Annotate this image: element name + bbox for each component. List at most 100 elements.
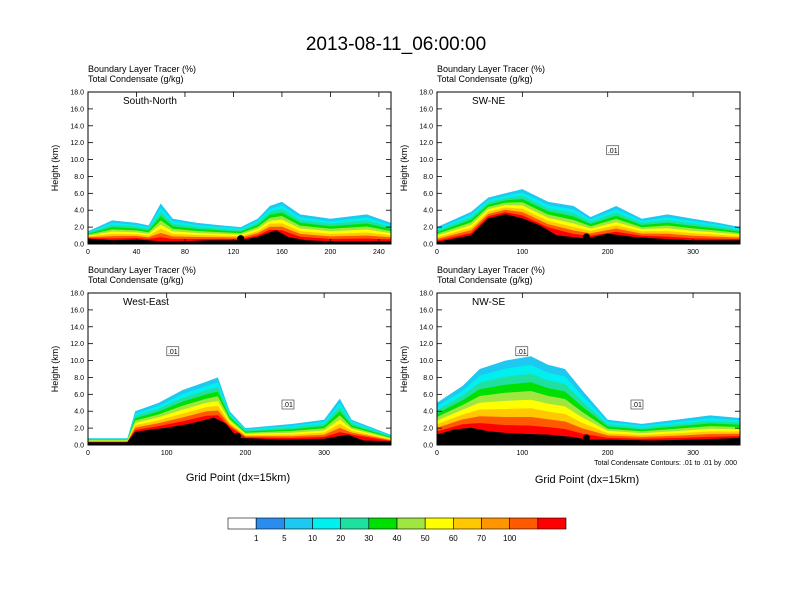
y-tick-label: 0.0 [423,443,433,450]
colorbar-swatch [227,517,257,530]
colorbar-label: 10 [308,534,317,543]
y-tick-label: 16.0 [419,307,433,314]
y-tick-label: 0.0 [423,242,433,249]
panel-1: Boundary Layer Tracer (%)Total Condensat… [50,64,392,256]
contour-label-box [515,346,529,357]
y-tick-label: 2.0 [74,426,84,433]
y-tick-label: 4.0 [74,409,84,416]
contour-label: .01 [283,402,293,409]
panel-header-condensate: Total Condensate (g/kg) [437,275,533,285]
y-tick-label: 6.0 [74,191,84,198]
panel-3: Boundary Layer Tracer (%)Total Condensat… [50,265,392,457]
y-tick-label: 4.0 [423,409,433,416]
x-tick-label: 0 [86,450,90,457]
x-tick-label: 300 [687,450,699,457]
colorbar: 1 5 10 20 30 40 50 60 70 100 [227,517,567,543]
contour-label: .01 [608,148,618,155]
panel-header-condensate: Total Condensate (g/kg) [437,74,533,84]
terrain [87,417,392,446]
colorbar-label: 30 [364,534,373,543]
colorbar-swatch [509,517,539,530]
panel-label: NW-SE [472,297,505,308]
y-tick-label: 10.0 [419,358,433,365]
terrain [436,427,741,446]
x-tick-label: 240 [373,249,385,256]
x-tick-label: 160 [276,249,288,256]
x-tick-label: 200 [240,450,252,457]
contour-label-box [166,346,180,357]
y-tick-label: 8.0 [423,174,433,181]
panel-header-tracer: Boundary Layer Tracer (%) [437,64,545,74]
colorbar-swatch [396,517,426,530]
colorbar-label: 20 [336,534,345,543]
x-tick-label: 0 [435,249,439,256]
colorbar-label: 70 [477,534,486,543]
y-tick-label: 12.0 [419,140,433,147]
y-tick-label: 4.0 [74,208,84,215]
colorbar-label: 60 [449,534,458,543]
y-tick-label: 16.0 [70,106,84,113]
panel-label: South-North [123,96,177,107]
y-tick-label: 8.0 [74,174,84,181]
x-tick-label: 40 [133,249,141,256]
colorbar-swatch [340,517,370,530]
x-tick-label: 100 [517,249,529,256]
contour-note: Total Condensate Contours: .01 to .01 by… [594,460,737,467]
contour-label: .01 [168,349,178,356]
panel-header-tracer: Boundary Layer Tracer (%) [88,265,196,275]
y-axis-label: Height (km) [399,145,409,192]
colorbar-label: 100 [503,534,517,543]
y-tick-label: 8.0 [423,375,433,382]
y-tick-label: 6.0 [423,392,433,399]
y-axis-label: Height (km) [50,346,60,393]
y-tick-label: 12.0 [70,341,84,348]
y-tick-label: 14.0 [419,123,433,130]
y-tick-label: 2.0 [423,426,433,433]
contour-label: .01 [632,402,642,409]
y-tick-label: 2.0 [74,225,84,232]
panel-4: Boundary Layer Tracer (%)Total Condensat… [399,265,741,457]
plot-frame [87,91,392,245]
location-marker [582,233,590,241]
colorbar-swatch [255,517,285,530]
contour-label-box [630,399,644,410]
panel-header-condensate: Total Condensate (g/kg) [88,74,184,84]
panel-header-tracer: Boundary Layer Tracer (%) [88,64,196,74]
x-tick-label: 0 [86,249,90,256]
colorbar-label: 40 [393,534,402,543]
panel-label: SW-NE [472,96,505,107]
y-tick-label: 10.0 [419,157,433,164]
x-tick-label: 80 [181,249,189,256]
y-tick-label: 12.0 [419,341,433,348]
y-tick-label: 14.0 [70,123,84,130]
colorbar-swatch [312,517,341,530]
x-tick-label: 200 [325,249,337,256]
x-tick-label: 300 [687,249,699,256]
panel-2: Boundary Layer Tracer (%)Total Condensat… [399,64,741,256]
y-tick-label: 18.0 [70,291,84,298]
y-tick-label: 18.0 [419,90,433,97]
panel-header-tracer: Boundary Layer Tracer (%) [437,265,545,275]
x-tick-label: 200 [602,249,614,256]
y-tick-label: 16.0 [70,307,84,314]
y-tick-label: 14.0 [419,324,433,331]
panel-label: West-East [123,297,169,308]
y-tick-label: 8.0 [74,375,84,382]
y-tick-label: 18.0 [70,90,84,97]
x-axis-label-left: Grid Point (dx=15km) [186,472,290,484]
x-tick-label: 100 [161,450,173,457]
plot-frame [436,91,741,245]
colorbar-swatch [284,517,313,530]
x-axis-label-right: Grid Point (dx=15km) [535,474,639,486]
y-tick-label: 16.0 [419,106,433,113]
plot-frame [436,292,741,446]
y-tick-label: 4.0 [423,208,433,215]
y-tick-label: 6.0 [423,191,433,198]
contour-label-box [281,399,295,410]
y-tick-label: 6.0 [74,392,84,399]
colorbar-swatch [424,517,454,530]
y-tick-label: 10.0 [70,358,84,365]
location-marker [234,432,242,440]
plot-frame [87,292,392,446]
